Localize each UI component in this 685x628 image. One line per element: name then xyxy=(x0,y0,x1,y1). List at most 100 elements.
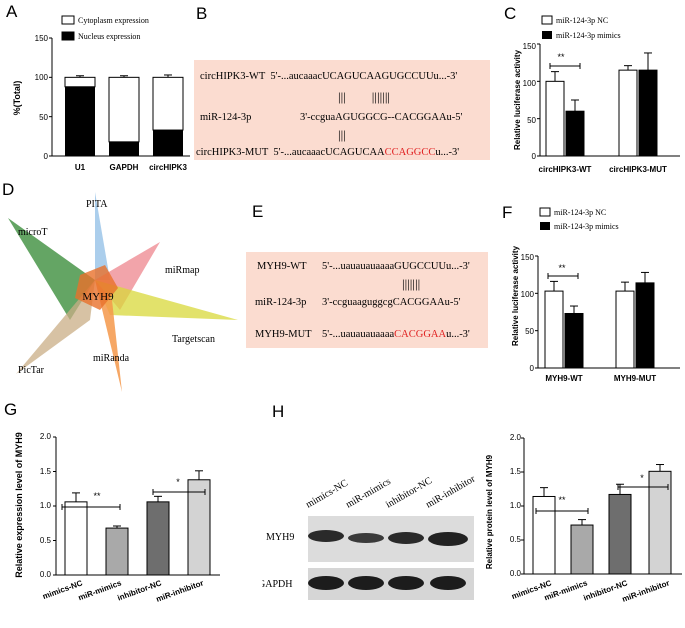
chart-a-ylabel: %(Total) xyxy=(12,81,22,116)
legend-swatch-cytoplasm xyxy=(61,15,75,25)
label-miranda: miRanda xyxy=(93,353,130,364)
bar-a-nucleus-1 xyxy=(109,141,139,156)
tick-a-0: 0 xyxy=(44,152,49,161)
b-wt-seq: 5'-...aucaaacUCAGUCAAGUGCCUUu...-3' xyxy=(270,71,458,82)
panel-h-blot: mimics-NC miR-mimics inhibitor-NC miR-in… xyxy=(266,473,477,562)
legend-f-nc-swatch xyxy=(539,207,551,217)
tick-f-50: 50 xyxy=(525,327,534,336)
cat-h-3: miR-inhibitor xyxy=(621,578,671,603)
e-mut-name: MYH9-MUT xyxy=(255,329,312,340)
chart-h: Relative protein level of MYH9 0.0 0.5 1… xyxy=(485,433,682,604)
band-myh9-1 xyxy=(348,533,384,543)
b-mut-seq: 5'-...aucaaacUCAGUCAA xyxy=(273,147,385,158)
e-wt-name: MYH9-WT xyxy=(257,261,307,272)
panel-label-d: D xyxy=(2,180,15,199)
tick-h-05: 0.5 xyxy=(510,535,522,544)
chartC-bar-0-1 xyxy=(565,110,585,157)
sig-g-1: ** xyxy=(93,491,101,501)
chart-g: Relative expression level of MYH9 0.0 0.… xyxy=(14,432,220,604)
sig-f: ** xyxy=(558,263,566,273)
sig-h-1: ** xyxy=(558,495,566,505)
tick-c-150: 150 xyxy=(523,42,537,51)
tick-g-05: 0.5 xyxy=(40,536,52,545)
cat-a-gapdh: GAPDH xyxy=(110,163,139,172)
tick-h-0: 0.0 xyxy=(510,569,522,578)
tick-f-150: 150 xyxy=(521,253,535,262)
chartG-bar-0 xyxy=(64,501,88,576)
chartC-bar-1-0 xyxy=(618,69,638,157)
label-mirmap: miRmap xyxy=(165,265,199,276)
e-bars: ||||||| xyxy=(402,276,421,291)
core-overlap xyxy=(75,265,118,310)
legend-f-mimics: miR-124-3p mimics xyxy=(554,222,619,231)
panel-label-c: C xyxy=(504,4,517,23)
legend-label-cytoplasm: Cytoplasm expression xyxy=(78,16,149,25)
tick-f-0: 0 xyxy=(530,364,535,373)
chart-a: %(Total) Cytoplasm expression Nucleus ex… xyxy=(12,15,190,172)
b-bars-bottom: ||| xyxy=(338,127,346,142)
e-mut-seq-red: CACGGAA xyxy=(394,329,447,340)
panel-label-b: B xyxy=(196,4,208,23)
tick-a-100: 100 xyxy=(35,73,49,82)
petal-microt xyxy=(8,218,95,320)
panel-label-f: F xyxy=(502,203,513,222)
panel-label-g: G xyxy=(4,400,18,419)
e-mir-seq: 3'-ccguaaguggcgCACGGAAu-5' xyxy=(322,297,461,308)
tick-c-50: 50 xyxy=(527,116,536,125)
chart-f-ylabel: Relative luciferase activity xyxy=(511,245,520,346)
legend-c-mimics: miR-124-3p mimics xyxy=(556,31,621,40)
chartH-bar-2 xyxy=(608,493,632,575)
panel-label-e: E xyxy=(252,202,264,221)
legend-c-mimics-swatch xyxy=(542,31,552,39)
sig-h-2: * xyxy=(640,473,644,483)
tick-g-15: 1.5 xyxy=(40,467,52,476)
panel-b-sequence-box xyxy=(194,60,490,160)
chart-c: Relative luciferase activity miR-124-3p … xyxy=(513,15,680,174)
band-gapdh-3 xyxy=(430,576,466,590)
e-wt-seq: 5'-...uauauauaaaaGUGCCUUu...-3' xyxy=(322,261,470,272)
label-pita: PITA xyxy=(86,199,108,210)
panel-h-blot-gapdh: GAPDH xyxy=(262,568,474,600)
chartG-bar-3 xyxy=(187,479,211,576)
chart-c-ylabel: Relative luciferase activity xyxy=(513,49,522,150)
label-pictar: PicTar xyxy=(18,365,45,376)
center-myh9: MYH9 xyxy=(82,291,114,303)
tick-a-50: 50 xyxy=(39,113,48,122)
tick-g-0: 0.0 xyxy=(40,570,52,579)
bar-a-cytoplasm-1 xyxy=(108,76,140,143)
panel-label-h: H xyxy=(272,402,285,421)
bar-a-nucleus-0 xyxy=(65,86,95,156)
e-mut-row: 5'-...uauauauaaaaCACGGAAu...-3' xyxy=(322,329,470,340)
e-mut-seq-end: u...-3' xyxy=(446,329,470,340)
band-gapdh-0 xyxy=(308,576,344,590)
b-wt-name: circHIPK3-WT xyxy=(200,71,266,82)
tick-g-10: 1.0 xyxy=(40,501,52,510)
lane-label-3: miR-inhibitor xyxy=(424,473,477,510)
blot-row-myh9: MYH9 xyxy=(266,532,294,543)
chartG-bar-2 xyxy=(146,501,170,576)
b-mir-seq: 3'-ccguaAGUGGCG--CACGGAAu-5' xyxy=(300,112,463,123)
band-gapdh-1 xyxy=(348,576,384,590)
tick-c-100: 100 xyxy=(523,79,537,88)
chartF-bar-1-0 xyxy=(615,290,635,369)
chartH-bar-3 xyxy=(648,470,672,575)
legend-swatch-nucleus xyxy=(61,31,75,41)
chartH-bar-1 xyxy=(570,524,594,575)
chartC-bar-1-1 xyxy=(638,69,658,157)
cat-g-3: miR-inhibitor xyxy=(155,578,205,603)
blot-row-gapdh: GAPDH xyxy=(262,579,292,590)
legend-f-nc: miR-124-3p NC xyxy=(554,208,606,217)
group-f-wt: MYH9-WT xyxy=(545,374,582,383)
chart-h-ylabel: Relative protein level of MYH9 xyxy=(485,454,494,569)
panel-d-star-diagram: MYH9 PITA miRmap microT Targetscan PicTa… xyxy=(8,192,238,392)
tick-f-100: 100 xyxy=(521,290,535,299)
petal-pita xyxy=(95,192,110,280)
tick-h-20: 2.0 xyxy=(510,433,522,442)
label-targetscan: Targetscan xyxy=(172,334,215,345)
chartF-bar-0-1 xyxy=(564,312,584,369)
b-mut-seq-end: u...-3' xyxy=(435,147,460,158)
b-mir-row: miR-124-3p xyxy=(200,112,251,123)
tick-a-150: 150 xyxy=(35,34,49,43)
band-myh9-3 xyxy=(428,532,468,546)
legend-c-nc: miR-124-3p NC xyxy=(556,16,608,25)
